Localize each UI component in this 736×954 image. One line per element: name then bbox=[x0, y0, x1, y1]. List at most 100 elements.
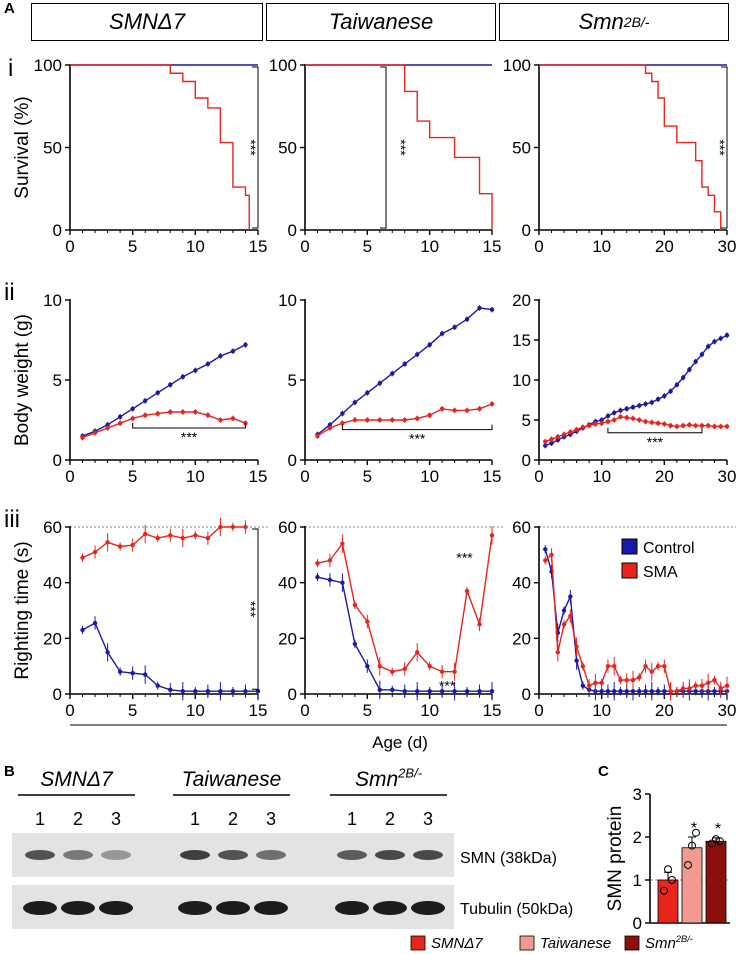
chart-rt-smn2b-series-sma-point-3 bbox=[561, 622, 567, 627]
chart-bw-taiwanese-series-sma-point-13 bbox=[477, 406, 482, 411]
chart-rt-smn2b-series-sma-point-9 bbox=[599, 680, 604, 686]
chart-rt-smnd7-series-sma-point-0 bbox=[80, 555, 85, 560]
chart-rt-smn2b-series-sma-point-13 bbox=[624, 677, 629, 683]
chart-rt-smn2b-series-control-point-4 bbox=[568, 594, 573, 599]
chart-surv-taiwanese-sig-bracket bbox=[380, 66, 387, 229]
bar-legend-swatch-1 bbox=[519, 935, 535, 951]
chart-bw-smnd7-ytick-label-1: 5 bbox=[53, 371, 62, 390]
chart-bw-smnd7-bracket bbox=[132, 423, 246, 429]
chart-rt-taiwanese-series-sma-point-1 bbox=[327, 558, 333, 563]
chart-rt-smn2b-series-sma-point-4 bbox=[568, 613, 573, 619]
chart-bw-taiwanese-series-sma-point-9 bbox=[427, 413, 432, 418]
chart-surv-taiwanese-xtick-label-3: 15 bbox=[483, 237, 502, 256]
chart-rt-taiwanese-series-sma-point-13 bbox=[477, 622, 482, 627]
legend-sma-swatch bbox=[621, 562, 638, 579]
smn-band-2-1 bbox=[375, 850, 405, 860]
blot-lane-label-0-2: 3 bbox=[111, 809, 121, 829]
chart-bw-smn2b-series-control-point-26 bbox=[706, 344, 711, 349]
chart-bw-taiwanese-series-sma-point-2 bbox=[340, 421, 345, 426]
chart-surv-smn2b-ytick-label-1: 50 bbox=[512, 139, 531, 158]
chart-rt-smnd7-series-control-point-5 bbox=[143, 672, 148, 677]
chart-rt-taiwanese-xtick-label-0: 0 bbox=[300, 701, 309, 720]
blot-lane-label-2-2: 3 bbox=[423, 809, 433, 829]
chart-bw-smn2b-series-sma-point-16 bbox=[643, 419, 648, 424]
chart-bw-taiwanese-series-control-point-13 bbox=[477, 305, 482, 311]
chart-bw-smn2b-series-control-line bbox=[545, 334, 728, 447]
chart-bw-smnd7: 0 5 10 0 5 10 15 *** Body weight (g) bbox=[12, 291, 267, 486]
chart-rt-smnd7-series-control-point-12 bbox=[230, 689, 236, 694]
chart-rt-smnd7-series-sma-point-2 bbox=[105, 540, 110, 545]
chart-rt-smn2b-ytick-label-1: 20 bbox=[512, 629, 531, 648]
chart-surv-smnd7-ytick-label-2: 100 bbox=[34, 56, 62, 75]
chart-bw-taiwanese-series-control-point-11 bbox=[452, 325, 457, 330]
chart-surv-smn2b-series-sma-line bbox=[539, 64, 722, 230]
chart-bw-smn2b-series-sma-point-6 bbox=[580, 425, 586, 430]
tubulin-band-1-1 bbox=[216, 901, 250, 915]
chart-rt-taiwanese-series-control-point-9 bbox=[427, 689, 432, 694]
blot-label-smn: SMN (38kDa) bbox=[460, 850, 557, 867]
bar-ytick-label-2: 2 bbox=[633, 828, 642, 847]
chart-bw-smn2b-series-control-point-28 bbox=[718, 336, 723, 341]
tubulin-band-0-1 bbox=[61, 901, 95, 915]
chart-rt-smn2b-series-sma-point-23 bbox=[687, 686, 692, 691]
chart-bw-smn2b-series-control-point-15 bbox=[637, 403, 642, 408]
chart-bw-smnd7-series-sma-point-12 bbox=[230, 416, 236, 421]
chart-bw-taiwanese-series-control-point-14 bbox=[489, 307, 495, 312]
chart-rt-taiwanese-series-sma-point-9 bbox=[427, 663, 432, 669]
chart-rt-smnd7-series-control-point-1 bbox=[92, 620, 98, 626]
chart-rt-taiwanese-series-control-point-11 bbox=[452, 689, 457, 694]
chart-rt-smnd7-series-sma-point-13 bbox=[243, 524, 248, 530]
chart-bw-smn2b-series-sma-point-22 bbox=[680, 423, 686, 428]
chart-rt-taiwanese-series-control-point-5 bbox=[377, 687, 382, 693]
header-taiwanese-label: Taiwanese bbox=[328, 9, 434, 34]
chart-bw-smnd7-series-sma-point-1 bbox=[92, 430, 98, 435]
chart-bw-smnd7-series-sma-point-5 bbox=[143, 413, 148, 418]
chart-bw-taiwanese-xtick-label-3: 15 bbox=[483, 467, 502, 486]
chart-bw-smn2b-bracket bbox=[607, 427, 703, 434]
chart-rt-smnd7-series-control-point-10 bbox=[205, 689, 211, 694]
chart-rt-smn2b-series-sma-point-12 bbox=[618, 677, 623, 683]
chart-rt-smnd7-ylabel: Righting time (s) bbox=[12, 541, 33, 679]
chart-bw-smn2b-series-sma-point-5 bbox=[574, 427, 579, 432]
chart-bw-smnd7-series-sma-point-6 bbox=[155, 411, 160, 416]
chart-bw-taiwanese-series-control-point-12 bbox=[464, 317, 470, 322]
legend-control-label: Control bbox=[643, 540, 695, 557]
chart-rt-smnd7-ytick-label-0: 0 bbox=[53, 685, 62, 704]
chart-rt-smn2b-series-sma-point-16 bbox=[643, 663, 648, 669]
chart-bw-smn2b-series-sma-point-21 bbox=[674, 424, 680, 429]
blot-group-label-2-sup: 2B/- bbox=[397, 766, 423, 781]
chart-bw-smn2b-xtick-label-3: 30 bbox=[718, 467, 736, 486]
chart-surv-smn2b-xtick-label-2: 20 bbox=[655, 237, 674, 256]
chart-bw-taiwanese: 0 5 10 0 5 10 15 *** bbox=[278, 291, 501, 486]
chart-rt-smn2b-series-sma-point-21 bbox=[674, 689, 680, 694]
chart-rt-smn2b-series-control-point-11 bbox=[612, 689, 617, 694]
chart-bw-smnd7-series-sma-point-2 bbox=[105, 425, 110, 431]
chart-bw-smnd7-ytick-label-2: 10 bbox=[43, 291, 62, 310]
header-smn2b-superscript: 2B/- bbox=[623, 14, 650, 30]
chart-bw-smnd7-series-control-point-4 bbox=[130, 406, 135, 411]
chart-bw-taiwanese-series-control-point-9 bbox=[427, 342, 432, 347]
blot-lane-label-0-1: 2 bbox=[73, 809, 83, 829]
chart-bw-smn2b-ytick-label-1: 5 bbox=[522, 411, 531, 430]
chart-rt-smn2b-series-sma-point-26 bbox=[706, 680, 711, 686]
chart-rt-smnd7-series-sma-point-7 bbox=[168, 533, 173, 538]
chart-bw-smn2b-series-control-point-2 bbox=[555, 437, 560, 443]
chart-bw-smn2b-series-control-point-17 bbox=[649, 400, 654, 405]
chart-rt-smnd7-xtick-label-1: 5 bbox=[128, 701, 137, 720]
chart-bw-smn2b-series-sma-point-15 bbox=[637, 417, 642, 423]
tubulin-band-2-0 bbox=[335, 901, 369, 915]
chart-bw-smn2b-series-sma-point-10 bbox=[605, 419, 611, 424]
chart-rt-smn2b-series-sma-point-20 bbox=[668, 689, 673, 694]
chart-bw-smn2b-series-sma-point-26 bbox=[706, 423, 711, 428]
chart-rt-taiwanese-series-control-point-1 bbox=[327, 577, 333, 583]
chart-bw-smn2b-series-control-point-24 bbox=[693, 359, 698, 364]
chart-bw-smn2b-xtick-label-1: 10 bbox=[592, 467, 611, 486]
tubulin-band-0-2 bbox=[99, 901, 133, 915]
bar-legend-label-2: Smn2B/- bbox=[645, 934, 693, 952]
chart-surv-smn2b-ytick-label-2: 100 bbox=[503, 56, 531, 75]
chart-rt-smn2b-series-control-point-16 bbox=[643, 689, 648, 694]
chart-bw-smn2b-series-control-point-21 bbox=[674, 382, 680, 387]
chart-bw-smn2b-series-control-point-20 bbox=[668, 389, 673, 394]
smn-band-1-0 bbox=[180, 850, 210, 860]
